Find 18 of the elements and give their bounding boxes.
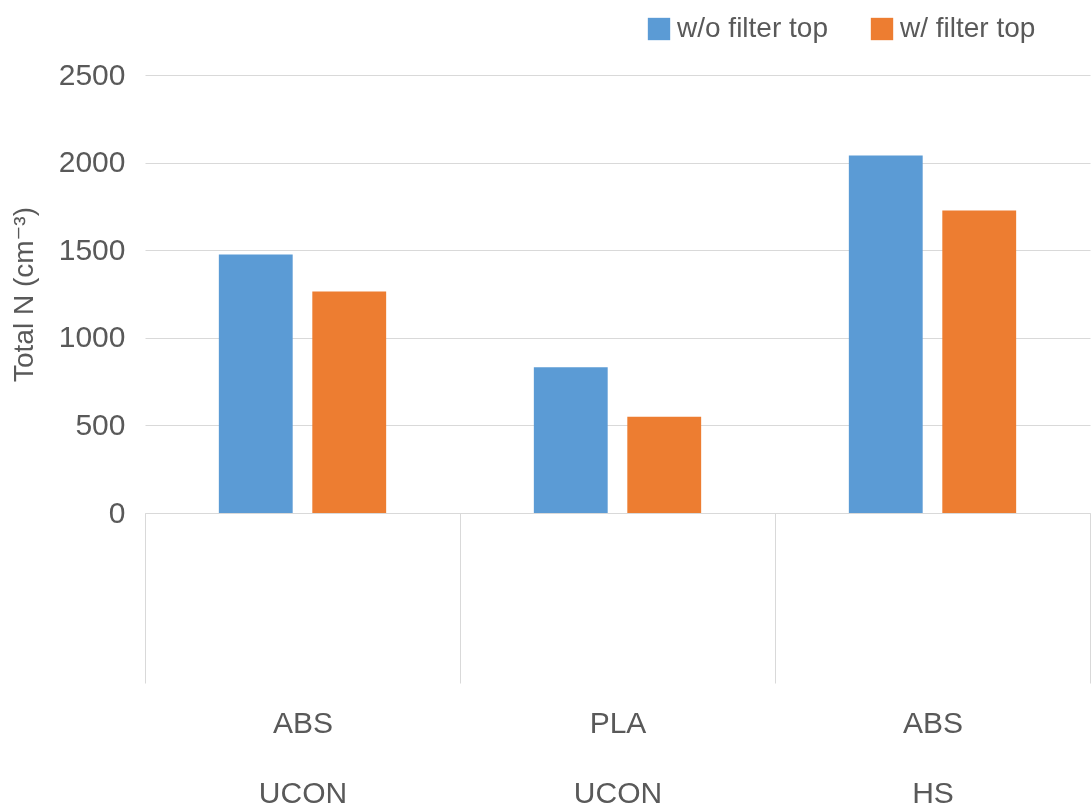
y-axis-title: Total N (cm⁻³) <box>7 207 39 382</box>
legend-label: w/o filter top <box>676 12 828 43</box>
y-tick-label: 0 <box>108 495 126 529</box>
bar <box>942 210 1017 513</box>
bar <box>218 254 293 513</box>
bar <box>533 367 608 513</box>
category-label: ABS HS <box>902 705 964 808</box>
category-label: PLA UCON <box>573 705 663 808</box>
y-tick-label: 2500 <box>58 57 126 91</box>
y-tick-label: 2000 <box>58 145 126 179</box>
y-tick-label: 1500 <box>58 232 126 266</box>
bar <box>848 155 923 513</box>
y-tick-label: 500 <box>75 407 126 441</box>
bar <box>312 291 387 513</box>
category-label: ABS UCON <box>258 705 348 808</box>
y-tick-label: 1000 <box>58 320 126 354</box>
legend-label: w/ filter top <box>899 12 1036 43</box>
bar <box>627 416 702 513</box>
